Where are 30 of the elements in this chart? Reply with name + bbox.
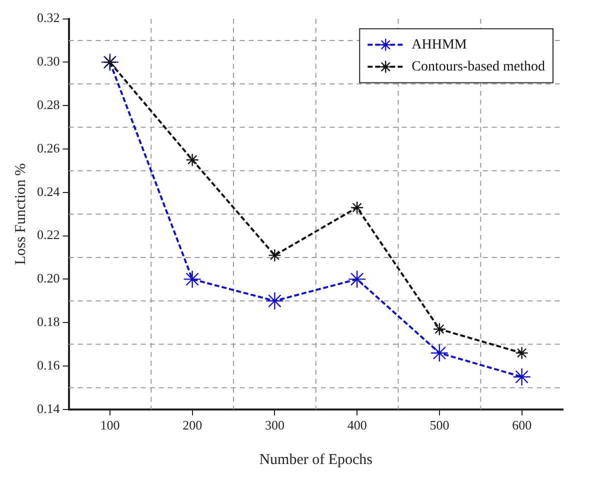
- y-tick-label: 0.16: [37, 357, 60, 372]
- y-tick-label: 0.30: [37, 54, 60, 69]
- y-tick-label: 0.14: [37, 400, 60, 416]
- x-tick-label: 200: [182, 418, 202, 433]
- point: [515, 346, 528, 360]
- point: [348, 270, 366, 288]
- point: [186, 153, 199, 166]
- legend-label: Contours-based method: [412, 59, 546, 74]
- x-axis-title: Number of Epochs: [259, 452, 373, 468]
- point: [512, 368, 531, 386]
- y-tick-label: 0.22: [37, 227, 60, 242]
- y-tick-label: 0.24: [37, 184, 60, 199]
- y-tick-label: 0.18: [37, 314, 60, 330]
- point: [183, 270, 202, 288]
- y-tick-label: 0.26: [37, 140, 60, 156]
- legend-label: AHHMM: [412, 37, 468, 52]
- x-tick-label: 400: [347, 418, 367, 433]
- x-tick-label: 300: [264, 418, 284, 433]
- y-tick-label: 0.20: [37, 270, 60, 286]
- point: [266, 292, 284, 310]
- y-tick-label: 0.32: [37, 10, 60, 26]
- point: [350, 200, 364, 214]
- x-tick-label: 100: [100, 418, 120, 433]
- point: [268, 248, 282, 262]
- point: [432, 322, 446, 336]
- y-tick-label: 0.28: [37, 97, 60, 112]
- x-tick-label: 500: [430, 418, 450, 433]
- point: [430, 344, 449, 362]
- x-tick-label: 600: [512, 418, 532, 433]
- y-axis-title: Loss Function %: [12, 163, 29, 265]
